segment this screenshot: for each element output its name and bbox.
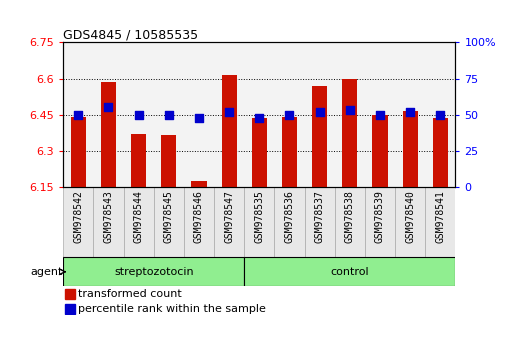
Bar bbox=[221, 75, 236, 187]
Bar bbox=[251, 118, 266, 187]
Bar bbox=[123, 187, 154, 257]
Bar bbox=[154, 42, 183, 187]
Text: streptozotocin: streptozotocin bbox=[114, 267, 193, 277]
Point bbox=[375, 112, 383, 118]
Bar bbox=[93, 42, 123, 187]
Text: GSM978543: GSM978543 bbox=[104, 190, 113, 243]
Bar bbox=[244, 187, 274, 257]
Bar bbox=[131, 134, 146, 187]
Bar bbox=[191, 181, 206, 187]
Point bbox=[285, 112, 293, 118]
Bar bbox=[214, 42, 244, 187]
Point bbox=[165, 112, 173, 118]
Point bbox=[194, 115, 203, 120]
Bar bbox=[334, 187, 364, 257]
Text: GSM978538: GSM978538 bbox=[344, 190, 354, 243]
Bar bbox=[154, 187, 183, 257]
Bar bbox=[424, 187, 454, 257]
Text: GSM978546: GSM978546 bbox=[193, 190, 204, 243]
Bar bbox=[71, 117, 86, 187]
Bar bbox=[274, 187, 304, 257]
Text: GSM978535: GSM978535 bbox=[254, 190, 264, 243]
Text: GSM978545: GSM978545 bbox=[164, 190, 174, 243]
Bar bbox=[63, 187, 93, 257]
Text: GSM978540: GSM978540 bbox=[405, 190, 414, 243]
Bar bbox=[123, 42, 154, 187]
Text: GSM978542: GSM978542 bbox=[73, 190, 83, 243]
Bar bbox=[214, 187, 244, 257]
Bar bbox=[101, 82, 116, 187]
Point bbox=[104, 104, 112, 110]
Point bbox=[255, 115, 263, 120]
Bar bbox=[63, 42, 93, 187]
Bar bbox=[334, 42, 364, 187]
Text: GSM978539: GSM978539 bbox=[374, 190, 384, 243]
Bar bbox=[274, 42, 304, 187]
Bar bbox=[65, 289, 75, 299]
Point bbox=[345, 108, 353, 113]
Bar bbox=[244, 257, 454, 286]
Text: GSM978547: GSM978547 bbox=[224, 190, 234, 243]
Bar bbox=[394, 187, 424, 257]
Bar bbox=[432, 118, 447, 187]
Bar bbox=[402, 111, 417, 187]
Text: transformed count: transformed count bbox=[78, 289, 181, 299]
Bar bbox=[341, 79, 357, 187]
Bar bbox=[394, 42, 424, 187]
Text: GSM978541: GSM978541 bbox=[434, 190, 444, 243]
Bar bbox=[304, 42, 334, 187]
Text: GDS4845 / 10585535: GDS4845 / 10585535 bbox=[63, 28, 198, 41]
Point bbox=[74, 112, 82, 118]
Text: GSM978537: GSM978537 bbox=[314, 190, 324, 243]
Bar bbox=[244, 42, 274, 187]
Bar bbox=[312, 86, 327, 187]
Bar bbox=[65, 303, 75, 314]
Bar bbox=[304, 187, 334, 257]
Text: agent: agent bbox=[31, 267, 63, 277]
Text: GSM978544: GSM978544 bbox=[133, 190, 143, 243]
Point bbox=[225, 109, 233, 115]
Bar bbox=[183, 187, 214, 257]
Text: percentile rank within the sample: percentile rank within the sample bbox=[78, 304, 266, 314]
Bar bbox=[183, 42, 214, 187]
Text: GSM978536: GSM978536 bbox=[284, 190, 294, 243]
Bar bbox=[281, 117, 296, 187]
Point bbox=[435, 112, 443, 118]
Bar bbox=[372, 115, 387, 187]
Point bbox=[315, 109, 323, 115]
Bar bbox=[63, 257, 244, 286]
Point bbox=[134, 112, 142, 118]
Text: control: control bbox=[330, 267, 369, 277]
Point bbox=[406, 109, 414, 115]
Bar bbox=[424, 42, 454, 187]
Bar bbox=[161, 135, 176, 187]
Bar bbox=[364, 42, 394, 187]
Bar bbox=[364, 187, 394, 257]
Bar bbox=[93, 187, 123, 257]
